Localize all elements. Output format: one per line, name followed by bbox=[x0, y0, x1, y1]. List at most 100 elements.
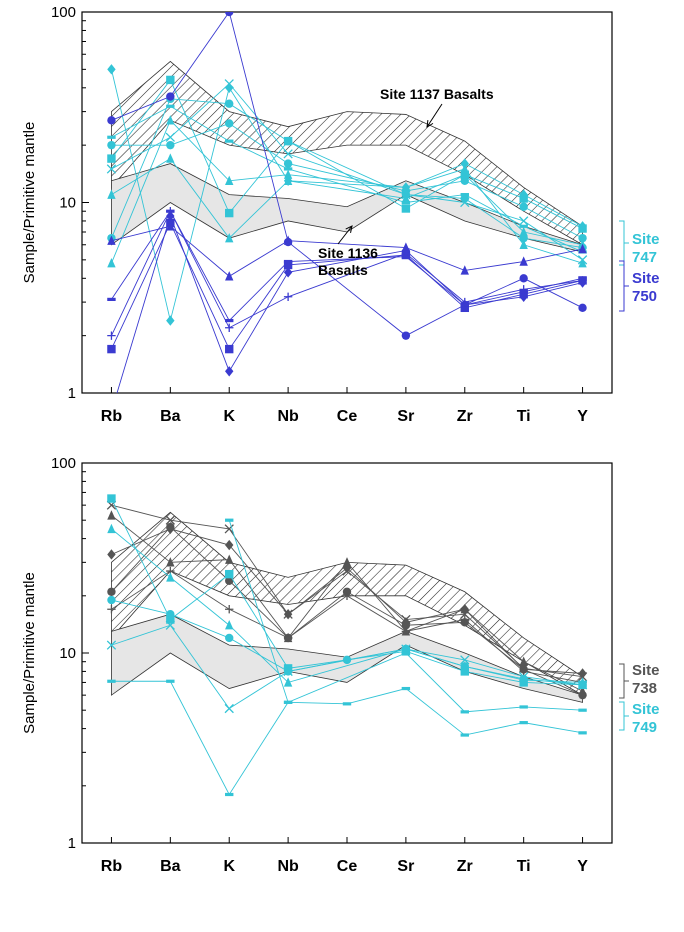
data-point bbox=[401, 627, 411, 636]
group-site-word: Site bbox=[632, 701, 660, 718]
x-category-k: K bbox=[223, 858, 235, 875]
x-category-ba: Ba bbox=[160, 408, 181, 425]
data-point bbox=[225, 271, 234, 281]
data-point bbox=[460, 163, 469, 174]
data-point bbox=[283, 700, 293, 704]
series-line bbox=[111, 528, 583, 683]
series-site-747-6 bbox=[107, 115, 587, 268]
data-point bbox=[107, 494, 116, 503]
data-point bbox=[519, 672, 529, 682]
data-point bbox=[283, 175, 293, 185]
data-point bbox=[519, 705, 528, 709]
data-point bbox=[283, 260, 293, 270]
series-line bbox=[111, 105, 583, 253]
data-point bbox=[519, 656, 528, 666]
x-category-ba: Ba bbox=[160, 858, 181, 875]
data-point bbox=[578, 224, 587, 233]
data-point bbox=[107, 587, 116, 596]
annotation-arrow bbox=[426, 103, 443, 128]
x-category-y: Y bbox=[577, 858, 588, 875]
data-point bbox=[107, 258, 116, 268]
data-point bbox=[166, 210, 175, 222]
data-point bbox=[166, 572, 175, 582]
data-point bbox=[166, 523, 175, 535]
data-point bbox=[283, 136, 293, 146]
series-line bbox=[111, 122, 583, 239]
group-site-number: 749 bbox=[632, 719, 657, 736]
data-point bbox=[225, 569, 234, 579]
data-point bbox=[460, 169, 469, 179]
chart-panel-2: 1 10 100 Sample/Primitive mantle Rb Ba K Nb Ce Sr… bbox=[21, 455, 660, 875]
series-site-749-10 bbox=[225, 518, 587, 714]
arrow-head bbox=[426, 119, 434, 128]
data-point bbox=[519, 233, 528, 243]
x-category-sr: Sr bbox=[397, 858, 414, 875]
data-point bbox=[519, 226, 528, 237]
data-point bbox=[577, 680, 588, 690]
series-line bbox=[111, 98, 583, 249]
data-point bbox=[166, 315, 175, 326]
data-point bbox=[283, 149, 293, 159]
group-site-number: 750 bbox=[632, 288, 657, 305]
x-category-k: K bbox=[223, 408, 235, 425]
data-point bbox=[283, 159, 293, 168]
data-point bbox=[166, 679, 175, 683]
data-point bbox=[342, 557, 352, 567]
group-bracket bbox=[619, 260, 629, 312]
data-point bbox=[225, 175, 234, 185]
series-line bbox=[111, 680, 583, 796]
annotation-site-1137: Site 1137 Basalts bbox=[380, 86, 494, 128]
series-layer bbox=[106, 12, 588, 393]
data-point bbox=[166, 140, 175, 150]
y-tick-label: 1 bbox=[68, 385, 76, 402]
data-point bbox=[225, 323, 234, 332]
data-point bbox=[342, 562, 352, 574]
series-line bbox=[111, 79, 583, 229]
series-site-749-9 bbox=[107, 679, 587, 797]
data-point bbox=[224, 524, 234, 534]
data-point bbox=[107, 140, 116, 150]
data-point bbox=[460, 667, 469, 676]
data-point bbox=[401, 331, 411, 340]
data-point bbox=[460, 265, 469, 275]
data-point bbox=[225, 633, 234, 643]
data-point bbox=[401, 651, 411, 655]
data-point bbox=[106, 164, 117, 174]
data-point bbox=[283, 633, 293, 643]
data-point bbox=[578, 731, 587, 735]
series-site-747-4 bbox=[107, 104, 587, 254]
series-line bbox=[111, 69, 583, 321]
data-point bbox=[401, 249, 411, 258]
data-point bbox=[578, 690, 587, 700]
data-point bbox=[166, 115, 175, 125]
group-site-word: Site bbox=[632, 662, 660, 679]
x-category-rb: Rb bbox=[101, 858, 123, 875]
data-point bbox=[460, 662, 469, 671]
group-bracket bbox=[619, 663, 629, 699]
data-point bbox=[283, 169, 293, 179]
data-point bbox=[166, 104, 175, 108]
data-point bbox=[107, 135, 116, 139]
data-point bbox=[225, 208, 234, 218]
data-point bbox=[225, 318, 234, 323]
data-point bbox=[519, 285, 528, 294]
annotation-text: Site 1136 bbox=[318, 245, 378, 261]
data-point bbox=[166, 75, 175, 85]
data-point bbox=[519, 256, 528, 266]
data-point bbox=[342, 566, 352, 576]
y-tick-label: 10 bbox=[59, 195, 76, 212]
data-point bbox=[401, 204, 411, 213]
x-category-zr: Zr bbox=[457, 858, 473, 875]
data-point bbox=[519, 224, 528, 228]
data-point bbox=[577, 672, 588, 682]
series-line bbox=[111, 221, 583, 350]
data-point bbox=[283, 259, 293, 264]
x-category-y: Y bbox=[577, 408, 588, 425]
series-line bbox=[111, 210, 583, 336]
data-point bbox=[107, 331, 116, 340]
arrow-head bbox=[345, 225, 353, 233]
annotation-arrow bbox=[337, 225, 353, 245]
